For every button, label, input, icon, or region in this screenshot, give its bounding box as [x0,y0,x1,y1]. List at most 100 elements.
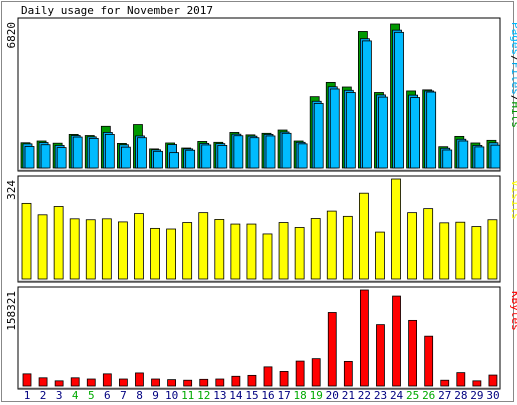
visits-bar [101,218,112,280]
x-tick-label: 9 [152,389,159,402]
kbytes-bar [343,360,353,387]
pages-bar [426,91,437,169]
x-tick-label: 23 [374,389,387,402]
pages-bar [394,31,404,169]
pages-bar [297,143,308,169]
pages-bar [410,97,421,169]
visits-bar [262,233,273,280]
visits-panel-ymax-label: 324 [5,180,18,200]
visits-bar [198,212,209,280]
pages-bar [72,136,83,169]
hits-panel-legend: Pages/Files/Hits [509,22,517,128]
kbytes-bar [54,380,64,387]
x-tick-label: 13 [213,389,226,402]
x-axis-labels: 1 2 3 4 5 6 7 8 9 10 11 12 13 14 15 16 17 18 19 20 21 22 23 24 2… [24,389,500,402]
kbytes-bar [86,378,96,387]
visits-bar [391,178,401,280]
visits-bar [69,218,80,280]
kbytes-bar [327,312,337,387]
x-tick-label: 10 [165,389,178,402]
hits-panel-legend-pages: Pages [509,22,517,55]
pages-bar [313,103,324,169]
kbytes-bar [376,324,385,387]
x-tick-label: 8 [136,389,143,402]
kbytes-bar [151,378,160,387]
visits-bar [150,227,160,280]
x-tick-label: 14 [229,389,243,402]
kbytes-bar [472,380,482,387]
kbytes-bars [22,289,498,387]
visits-bar [53,206,64,280]
pages-bar [24,146,35,169]
visits-bar [21,202,32,280]
x-tick-label: 25 [406,389,419,402]
kbytes-bar [424,335,434,387]
hits-panel-legend-separator: / [509,55,517,62]
pages-bar [378,96,388,169]
hits-panel-ymax-label: 6820 [5,22,18,49]
visits-bar [214,219,225,280]
x-tick-label: 6 [104,389,111,402]
pages-bar [217,144,228,169]
x-tick-label: 15 [245,389,258,402]
pages-bar [104,134,115,169]
kbytes-panel-ymax-label: 158321 [5,291,18,331]
kbytes-panel-legend-kbytes: KBytes [509,291,517,331]
kbytes-bar [102,373,112,387]
kbytes-bar [38,377,48,387]
visits-bar [37,214,48,280]
x-tick-label: 26 [422,389,435,402]
chart-title: Daily usage for November 2017 [21,4,213,17]
kbytes-bar [215,378,225,387]
x-tick-label: 18 [294,389,307,402]
kbytes-bar [119,378,128,387]
x-tick-label: 20 [326,389,339,402]
kbytes-bar [488,374,498,387]
pages-bar [329,88,340,169]
kbytes-bar [247,374,257,387]
kbytes-bar [231,375,241,387]
pages-bar [121,146,131,169]
x-tick-label: 24 [390,389,404,402]
visits-bar [118,221,128,280]
visits-bar [230,223,241,280]
x-tick-label: 16 [261,389,274,402]
hits-panel-legend-hits: Hits [509,102,517,129]
kbytes-bar [135,372,144,387]
pages-bar [153,150,163,169]
visits-bar [134,213,144,280]
panels: 6820Pages/Files/Hits324Visits158321KByte… [5,17,517,390]
pages-bar [249,137,260,169]
x-tick-label: 28 [454,389,467,402]
pages-bar [281,132,292,169]
visits-bar [375,231,385,280]
kbytes-bar [22,373,32,387]
kbytes-bar [392,295,401,387]
x-tick-label: 2 [40,389,47,402]
x-tick-label: 7 [120,389,127,402]
kbytes-bar [167,379,177,387]
kbytes-bar [70,377,80,387]
visits-bar [294,227,305,280]
pages-bar [474,146,485,169]
visits-bar [423,208,434,280]
kbytes-bar [359,289,369,387]
pages-bar [201,144,212,169]
visits-panel-frame [17,175,501,283]
pages-bar [40,144,51,169]
hits-bars [20,23,501,169]
kbytes-bar [199,378,209,387]
visits-bar [358,192,369,280]
x-tick-label: 3 [56,389,63,402]
kbytes-bar [456,372,466,387]
visits-bar [182,222,193,280]
kbytes-bar [279,371,289,387]
visits-panel-legend: Visits [509,180,517,220]
visits-bar [455,221,466,280]
kbytes-bar [295,360,305,387]
pages-bar [185,149,196,169]
kbytes-bar [183,379,193,387]
x-tick-label: 30 [486,389,499,402]
visits-bar [326,210,337,280]
